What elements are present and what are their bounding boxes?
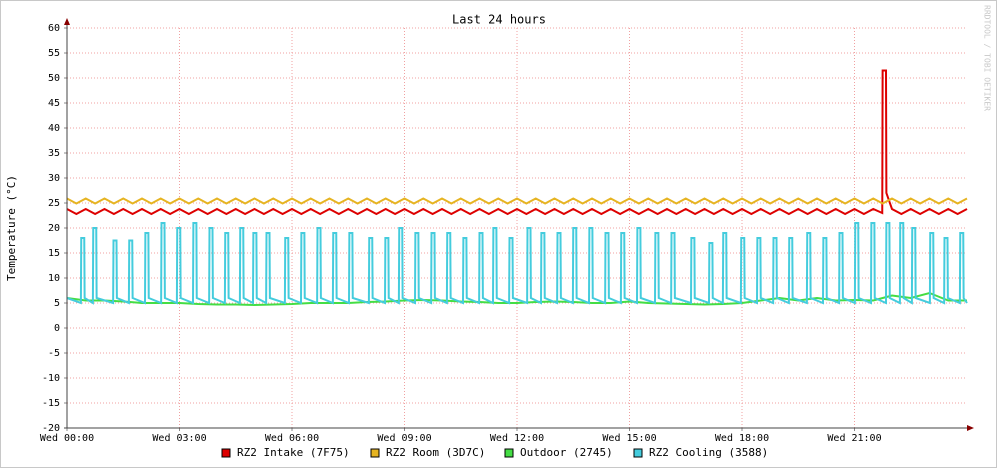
watermark: RRDTOOL / TOBI OETIKER	[983, 5, 992, 111]
y-tick-label: 25	[48, 198, 60, 209]
y-tick-label: 60	[48, 23, 60, 34]
x-tick-label: Wed 06:00	[265, 433, 319, 444]
legend-swatch	[504, 448, 514, 458]
y-tick-label: -20	[42, 423, 60, 434]
y-tick-label: 45	[48, 98, 60, 109]
legend-label: RZ2 Cooling (3588)	[649, 446, 768, 459]
y-tick-label: 50	[48, 73, 60, 84]
legend-swatch	[370, 448, 380, 458]
y-tick-label: 15	[48, 248, 60, 259]
legend-label: RZ2 Intake (7F75)	[237, 446, 350, 459]
x-tick-label: Wed 21:00	[827, 433, 881, 444]
legend-label: RZ2 Room (3D7C)	[386, 446, 485, 459]
y-tick-label: 40	[48, 123, 60, 134]
y-tick-label: 30	[48, 173, 60, 184]
plot-area	[66, 69, 968, 307]
x-tick-label: Wed 00:00	[40, 433, 94, 444]
legend-swatch	[633, 448, 643, 458]
y-tick-label: -5	[48, 348, 60, 359]
x-tick-label: Wed 18:00	[715, 433, 769, 444]
x-axis-arrow	[967, 425, 974, 431]
y-tick-label: -10	[42, 373, 60, 384]
legend-swatch	[221, 448, 231, 458]
y-tick-label: 10	[48, 273, 60, 284]
series-line	[66, 197, 968, 205]
series-line	[66, 222, 968, 305]
x-tick-label: Wed 03:00	[152, 433, 206, 444]
y-axis-label: Temperature (°C)	[5, 175, 18, 281]
y-tick-label: 55	[48, 48, 60, 59]
y-axis-arrow	[64, 18, 70, 25]
series-line	[66, 291, 967, 307]
x-tick-label: Wed 15:00	[602, 433, 656, 444]
y-tick-label: -15	[42, 398, 60, 409]
y-tick-label: 35	[48, 148, 60, 159]
y-tick-label: 5	[54, 298, 60, 309]
legend-label: Outdoor (2745)	[520, 446, 613, 459]
x-tick-label: Wed 12:00	[490, 433, 544, 444]
x-tick-label: Wed 09:00	[377, 433, 431, 444]
chart-title: Last 24 hours	[452, 13, 546, 27]
series-line	[66, 69, 968, 216]
legend: RZ2 Intake (7F75) RZ2 Room (3D7C) Outdoor …	[221, 446, 768, 459]
axes	[64, 18, 974, 431]
y-tick-label: 0	[54, 323, 60, 334]
grid	[64, 27, 967, 431]
y-tick-label: 20	[48, 223, 60, 234]
